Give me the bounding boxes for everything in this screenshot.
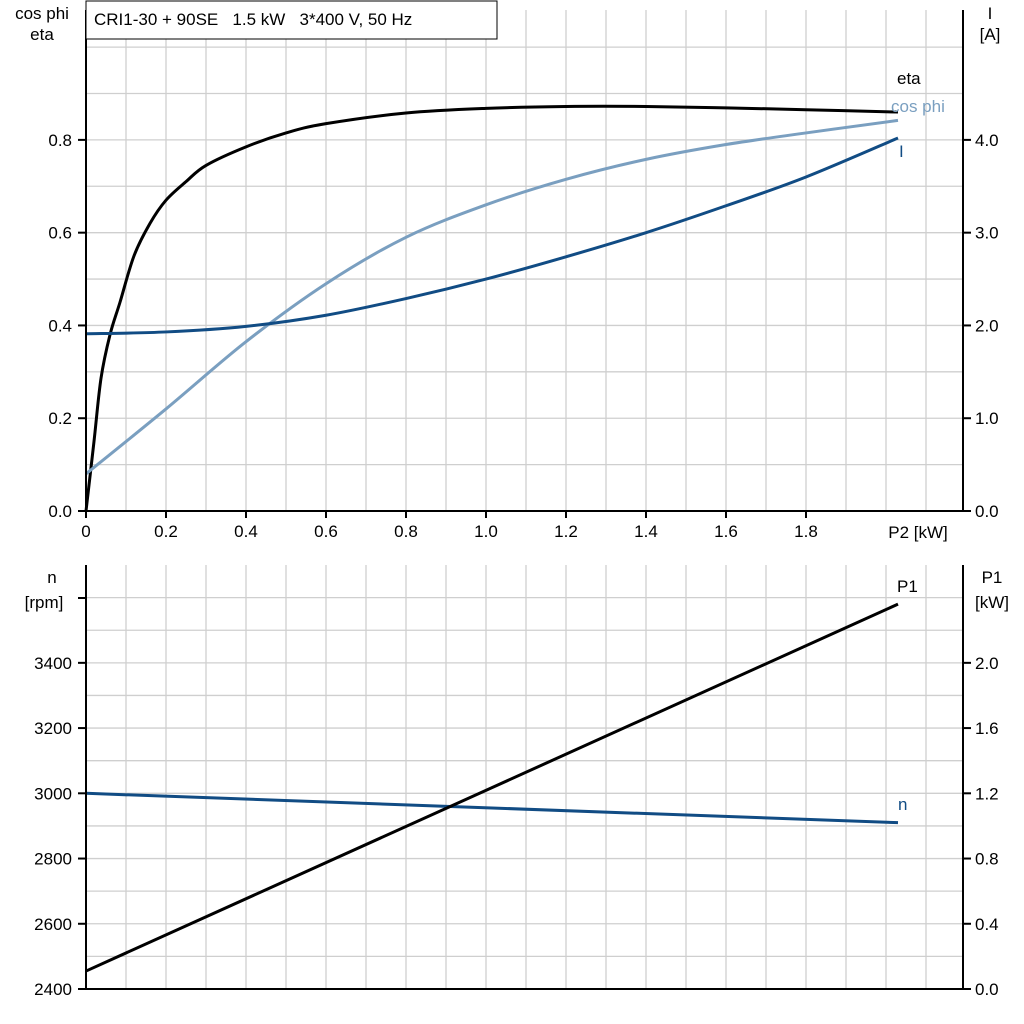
right-tick-label: 2.0 <box>975 654 999 673</box>
tick-labels: 0.0 0.2 0.4 0.6 0.8 0.0 1.0 2.0 3.0 4.0 0 0.2 0.4 0.6… <box>34 131 998 999</box>
top-left-axis-label-1: cos phi <box>15 4 69 23</box>
series-line-i <box>85 136 899 336</box>
left-tick-label: 0.2 <box>48 409 72 428</box>
series-label-i: I <box>899 142 904 161</box>
series-label-p1: P1 <box>897 577 918 596</box>
series-line-eta <box>84 104 899 512</box>
top-left-axis-label-2: eta <box>30 25 54 44</box>
axes <box>78 10 971 990</box>
right-tick-label: 1.6 <box>975 719 999 738</box>
left-tick-label: 3400 <box>34 654 72 673</box>
chart-title: CRI1-30 + 90SE 1.5 kW 3*400 V, 50 Hz <box>94 10 412 29</box>
x-tick-label: 1.6 <box>714 522 738 541</box>
left-tick-label: 0.4 <box>48 316 72 335</box>
x-tick-label: 1.4 <box>634 522 658 541</box>
bottom-left-axis-label-1: n <box>47 568 56 587</box>
series-line-n <box>85 791 899 825</box>
right-tick-label: 0.0 <box>975 980 999 999</box>
left-tick-label: 2600 <box>34 915 72 934</box>
top-right-axis-label-2: [A] <box>980 25 1001 44</box>
x-tick-label: 1.8 <box>794 522 818 541</box>
right-tick-label: 2.0 <box>975 316 999 335</box>
x-tick-label: 1.0 <box>474 522 498 541</box>
left-tick-label: 3200 <box>34 719 72 738</box>
series-line-p1 <box>85 602 899 973</box>
top-grid <box>86 10 963 511</box>
right-tick-label: 1.0 <box>975 409 999 428</box>
bottom-right-axis-label-2: [kW] <box>975 593 1009 612</box>
left-tick-label: 0.6 <box>48 224 72 243</box>
series-lines <box>84 104 899 973</box>
left-tick-label: 0.8 <box>48 131 72 150</box>
x-tick-label: 0 <box>81 522 90 541</box>
right-tick-label: 3.0 <box>975 224 999 243</box>
bottom-right-axis-label-1: P1 <box>982 568 1003 587</box>
right-tick-label: 0.8 <box>975 850 999 869</box>
left-tick-label: 2800 <box>34 850 72 869</box>
x-tick-label: 0.2 <box>154 522 178 541</box>
right-tick-label: 1.2 <box>975 784 999 803</box>
series-label-eta: eta <box>897 69 921 88</box>
x-tick-label: 0.6 <box>314 522 338 541</box>
left-tick-label: 2400 <box>34 980 72 999</box>
x-axis-label: P2 [kW] <box>888 523 948 542</box>
bottom-grid <box>86 565 963 989</box>
series-label-cos-phi: cos phi <box>891 97 945 116</box>
left-tick-label: 3000 <box>34 784 72 803</box>
right-tick-label: 4.0 <box>975 131 999 150</box>
top-right-axis-label-1: I <box>988 4 993 23</box>
bottom-left-axis-label-2: [rpm] <box>25 593 64 612</box>
x-tick-label: 1.2 <box>554 522 578 541</box>
title-box <box>85 0 498 40</box>
right-tick-label: 0.0 <box>975 502 999 521</box>
left-tick-label: 0.0 <box>48 502 72 521</box>
right-tick-label: 0.4 <box>975 915 999 934</box>
series-line-cos-phi <box>85 118 899 476</box>
x-tick-label: 0.8 <box>394 522 418 541</box>
series-label-n: n <box>898 795 907 814</box>
x-tick-label: 0.4 <box>234 522 258 541</box>
